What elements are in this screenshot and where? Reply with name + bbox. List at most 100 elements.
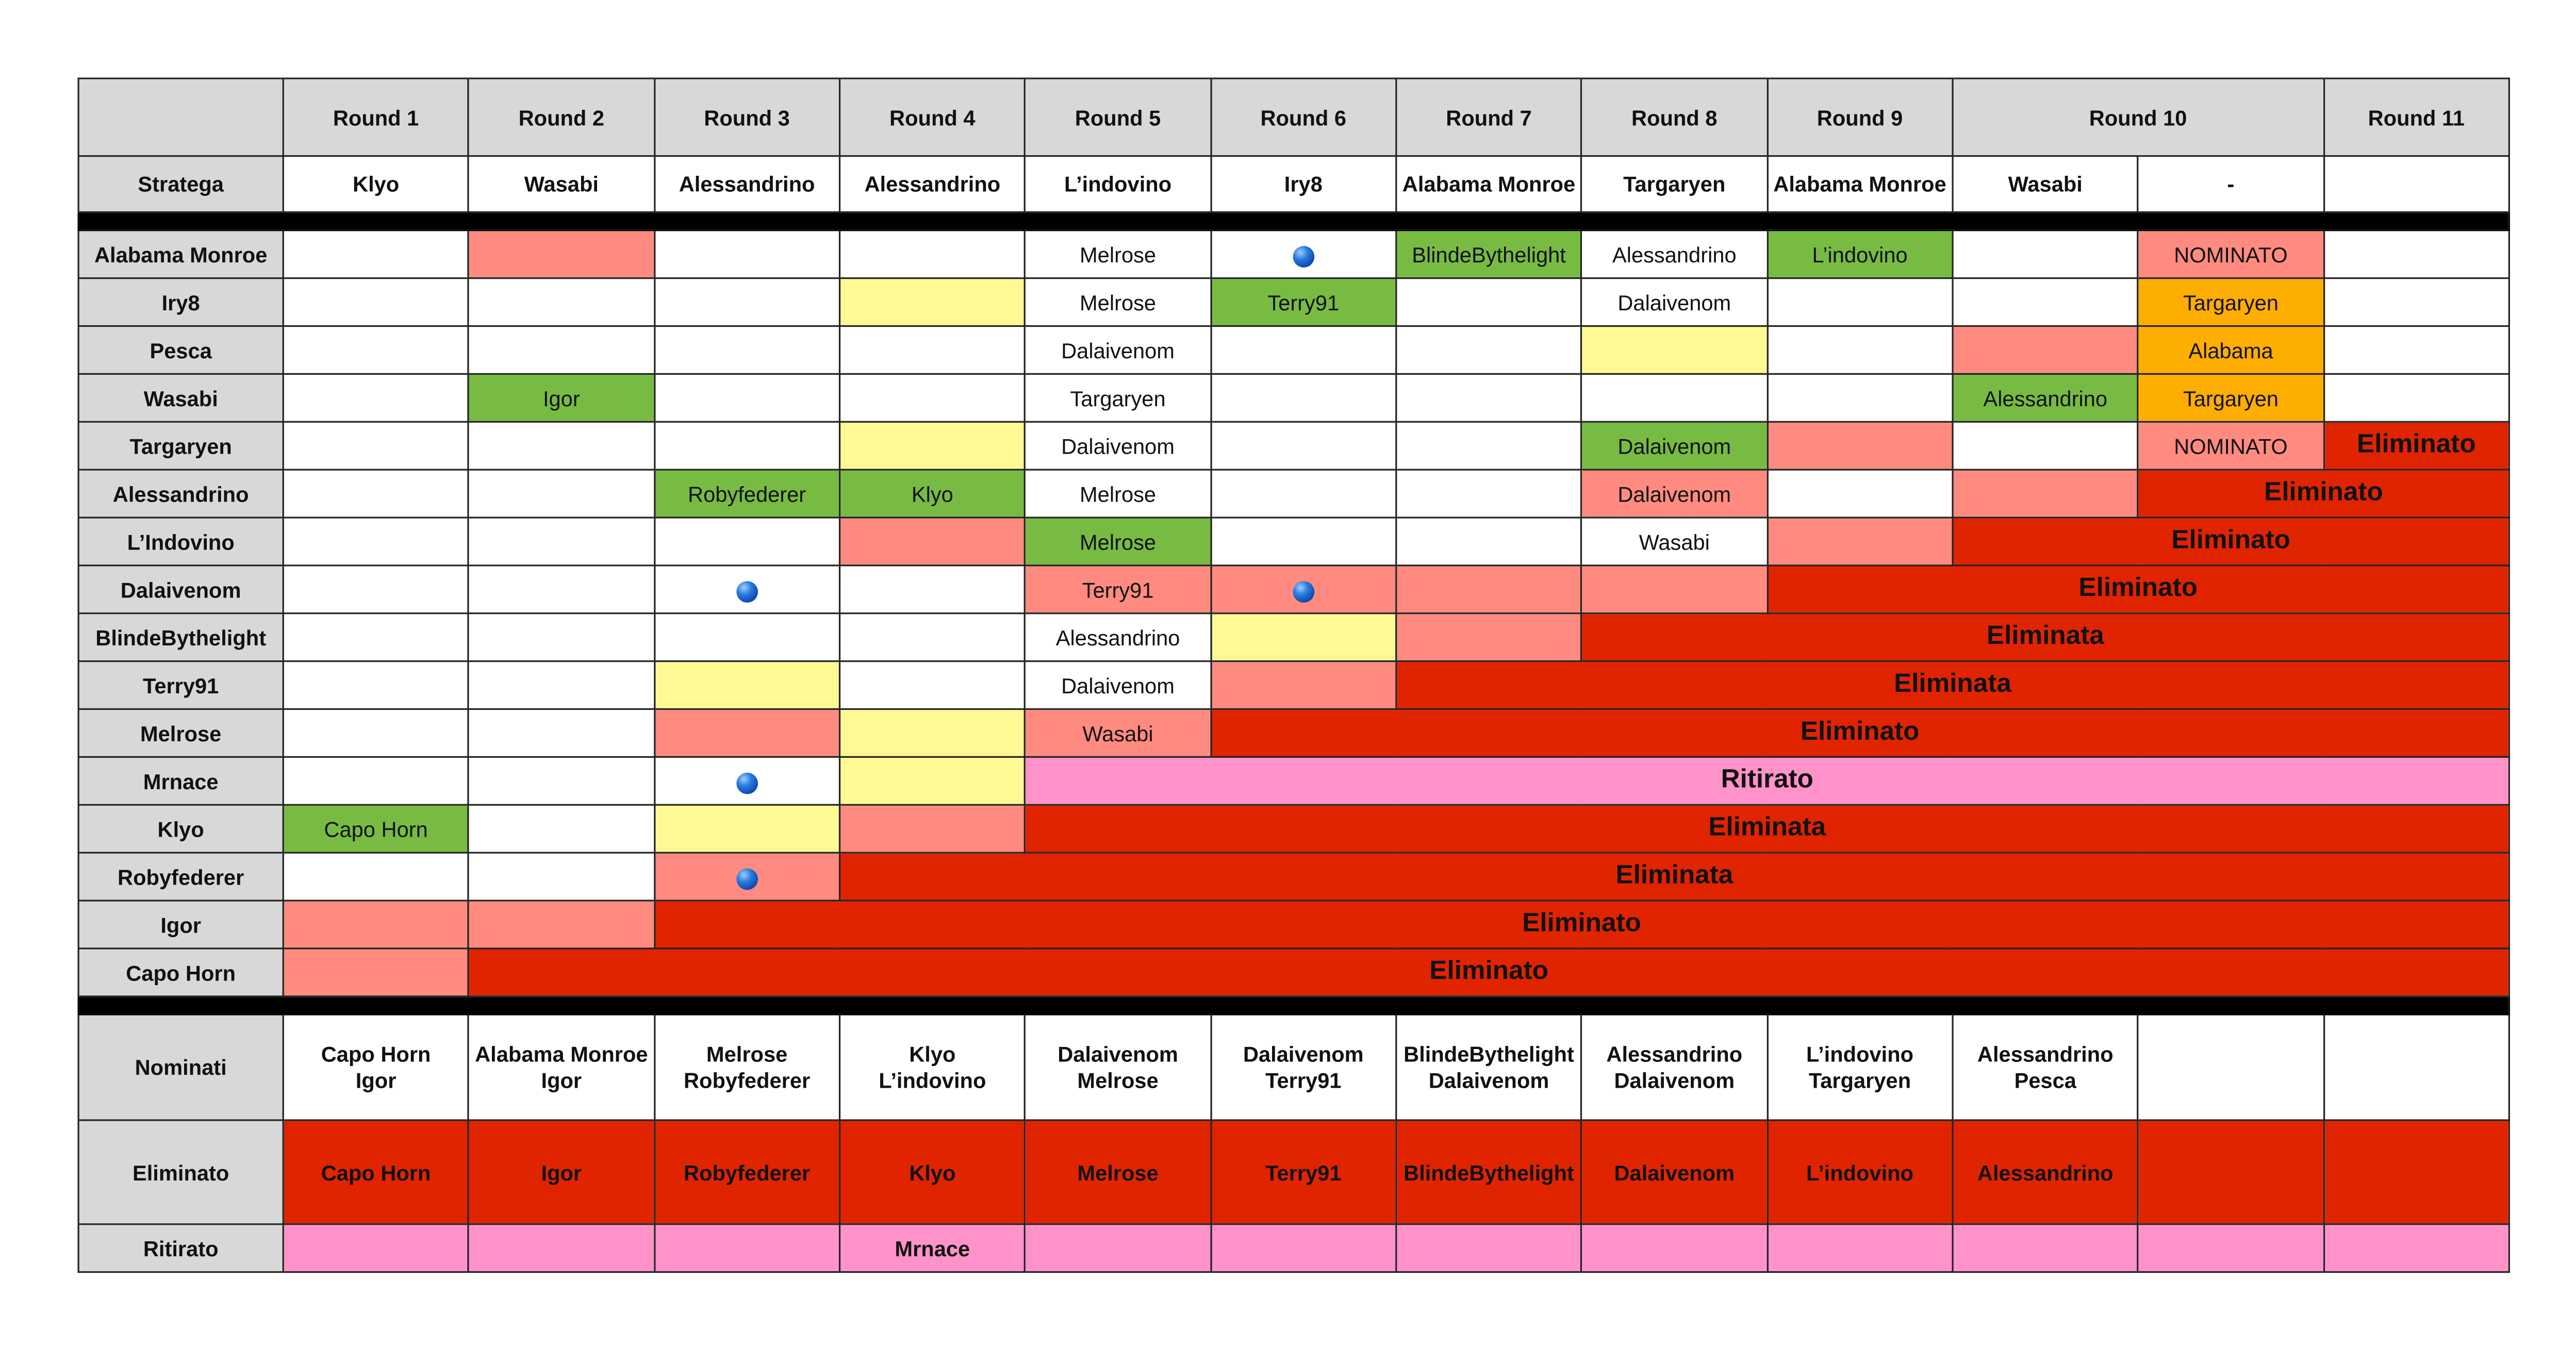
round-cell: [282, 564, 470, 614]
player-name: BlindeBythelight: [77, 612, 284, 662]
status-span-cell: Ritirato: [1024, 756, 2510, 806]
round-cell: Dalaivenom: [1024, 660, 1212, 710]
nominee: Alessandrino: [1606, 1041, 1743, 1066]
round-cell: [653, 564, 841, 614]
round-cell: [468, 421, 655, 471]
status-span-cell: Eliminato: [1952, 517, 2510, 567]
status-span-cell: Eliminato: [1766, 564, 2510, 614]
eliminated-cell: BlindeBythelight: [1395, 1119, 1583, 1225]
round-cell: [653, 517, 841, 567]
nominee: Dalaivenom: [1614, 1067, 1735, 1092]
round-cell: Robyfederer: [653, 469, 841, 519]
round-cell: [1766, 277, 1954, 327]
nominati-cell: Alabama Monroe Igor: [468, 1013, 655, 1121]
retired-cell: [1766, 1223, 1954, 1273]
player-name: Iry8: [77, 277, 284, 327]
nominee: Robyfederer: [683, 1067, 811, 1092]
round-cell: [2322, 373, 2510, 423]
nominee: Igor: [541, 1067, 582, 1092]
eliminated-cell: Igor: [468, 1119, 655, 1225]
retired-cell: [2137, 1223, 2325, 1273]
round-cell: [282, 947, 470, 997]
round-header: Round 6: [1210, 77, 1397, 157]
rounds-table: Round 1 Round 2 Round 3 Round 4 Round 5 Round…: [77, 77, 2510, 1273]
retired-cell: Mrnace: [838, 1223, 1026, 1273]
round-cell: [468, 708, 655, 758]
player-name: L’Indovino: [77, 517, 284, 567]
player-row: Mrnace Ritirato: [77, 756, 2510, 806]
round-header: Round 2: [468, 77, 655, 157]
round-cell: [1395, 517, 1583, 567]
round-header: Round 7: [1395, 77, 1583, 157]
blue-ball-icon: [1292, 245, 1314, 267]
nominati-cell: [2137, 1013, 2325, 1121]
round-cell: [282, 517, 470, 567]
round-cell: Klyo: [838, 469, 1026, 519]
round-header: Round 5: [1024, 77, 1212, 157]
retired-cell: [1395, 1223, 1583, 1273]
round-cell: Terry91: [1024, 564, 1212, 614]
blue-ball-icon: [736, 868, 758, 889]
stratega-cell: Klyo: [282, 155, 470, 213]
player-row: Melrose Wasabi Eliminato: [77, 708, 2510, 758]
round-cell: [2322, 325, 2510, 375]
eliminated-cell: [2322, 1119, 2510, 1225]
round-cell: [838, 517, 1026, 567]
round-cell: [1952, 469, 2139, 519]
round-cell: [1210, 612, 1397, 662]
nominee: Pesca: [2014, 1067, 2076, 1092]
round-cell: [1395, 325, 1583, 375]
retired-cell: [282, 1223, 470, 1273]
round-cell: [1952, 229, 2139, 279]
round-cell: [468, 804, 655, 854]
round-cell: Dalaivenom: [1580, 469, 1768, 519]
player-name: Wasabi: [77, 373, 284, 423]
round-cell: Wasabi: [1024, 708, 1212, 758]
nominati-cell: [2322, 1013, 2510, 1121]
round-cell: [653, 756, 841, 806]
round-cell: [1766, 421, 1954, 471]
status-span-cell: Eliminata: [838, 852, 2510, 902]
stratega-label: Stratega: [77, 155, 284, 213]
stratega-cell: Alabama Monroe: [1766, 155, 1954, 213]
eliminated-cell: Klyo: [838, 1119, 1026, 1225]
player-name: Alabama Monroe: [77, 229, 284, 279]
nominee: Melrose: [1077, 1067, 1159, 1092]
divider-row: [77, 995, 2510, 1016]
round-cell: [838, 325, 1026, 375]
round-cell: [838, 229, 1026, 279]
stratega-cell: Wasabi: [468, 155, 655, 213]
retired-cell: [468, 1223, 655, 1273]
nominati-cell: Melrose Robyfederer: [653, 1013, 841, 1121]
round-cell: L’indovino: [1766, 229, 1954, 279]
round-cell: [2322, 229, 2510, 279]
round-cell: [282, 660, 470, 710]
stratega-cell: Alessandrino: [838, 155, 1026, 213]
round-cell: [1210, 373, 1397, 423]
round-cell: [468, 660, 655, 710]
round-cell: [2322, 277, 2510, 327]
stratega-cell: -: [2137, 155, 2325, 213]
eliminato-row: Eliminato Capo Horn Igor Robyfederer Klyo Mel…: [77, 1119, 2510, 1225]
ritirato-label: Ritirato: [77, 1223, 284, 1273]
retired-cell: [653, 1223, 841, 1273]
stratega-cell: Alessandrino: [653, 155, 841, 213]
nominee: Alabama Monroe: [475, 1041, 648, 1066]
round-cell: Targaryen: [2137, 277, 2325, 327]
round-cell: [1580, 373, 1768, 423]
ritirato-row: Ritirato Mrnace: [77, 1223, 2510, 1273]
round-cell: [468, 277, 655, 327]
round-cell: [653, 373, 841, 423]
nominee: L’indovino: [879, 1067, 986, 1092]
nominati-cell: Alessandrino Pesca: [1952, 1013, 2139, 1121]
eliminated-cell: Dalaivenom: [1580, 1119, 1768, 1225]
status-span-cell: Eliminato: [468, 947, 2510, 997]
round-cell: [838, 277, 1026, 327]
round-cell: [282, 421, 470, 471]
player-row: Alabama Monroe Melrose BlindeBythelight Ale…: [77, 229, 2510, 279]
round-cell: [282, 900, 470, 950]
player-name: Igor: [77, 900, 284, 950]
stratega-row: Stratega Klyo Wasabi Alessandrino Alessandri…: [77, 155, 2510, 213]
nominee: Terry91: [1265, 1067, 1342, 1092]
round-cell: [838, 564, 1026, 614]
